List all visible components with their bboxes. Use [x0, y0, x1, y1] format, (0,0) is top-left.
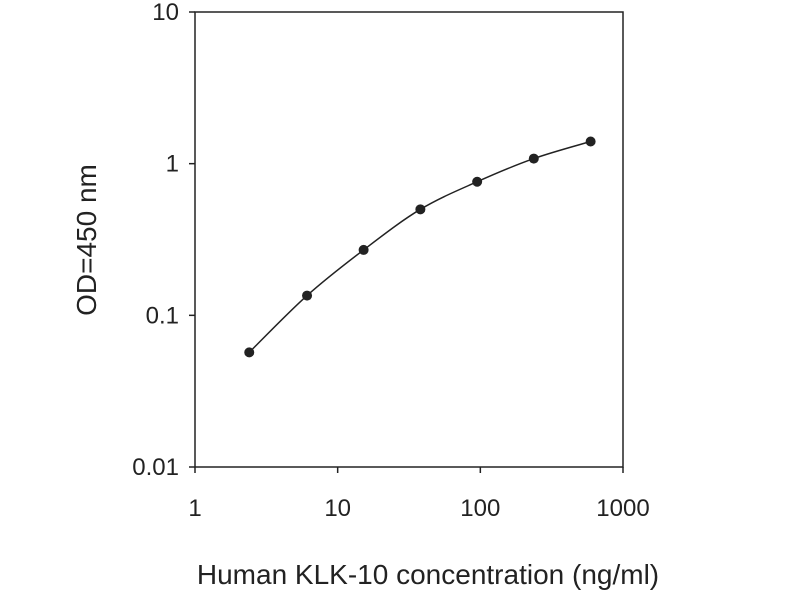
y-tick-label: 0.1 [146, 302, 179, 329]
y-tick-label: 0.01 [132, 454, 179, 481]
x-tick-label: 1 [188, 495, 201, 522]
data-point [472, 176, 483, 187]
data-point [585, 136, 596, 147]
data-points [244, 136, 596, 358]
data-point [302, 290, 313, 301]
y-tick-label: 1 [166, 151, 179, 178]
x-tick-label: 1000 [596, 495, 649, 522]
x-axis-title: Human KLK-10 concentration (ng/ml) [197, 559, 659, 590]
y-tick-label: 10 [152, 0, 179, 26]
data-point [528, 153, 539, 164]
y-axis-ticks: 0.01 0.1 1 10 [132, 0, 195, 481]
x-axis-ticks: 1 10 100 1000 [188, 467, 650, 522]
data-point [358, 244, 369, 255]
series-line [248, 140, 591, 353]
data-point [244, 347, 255, 358]
plot-area-frame [194, 11, 624, 468]
y-axis-title: OD=450 nm [71, 164, 102, 316]
data-point [415, 204, 426, 215]
x-tick-label: 10 [324, 495, 351, 522]
x-tick-label: 100 [460, 495, 500, 522]
